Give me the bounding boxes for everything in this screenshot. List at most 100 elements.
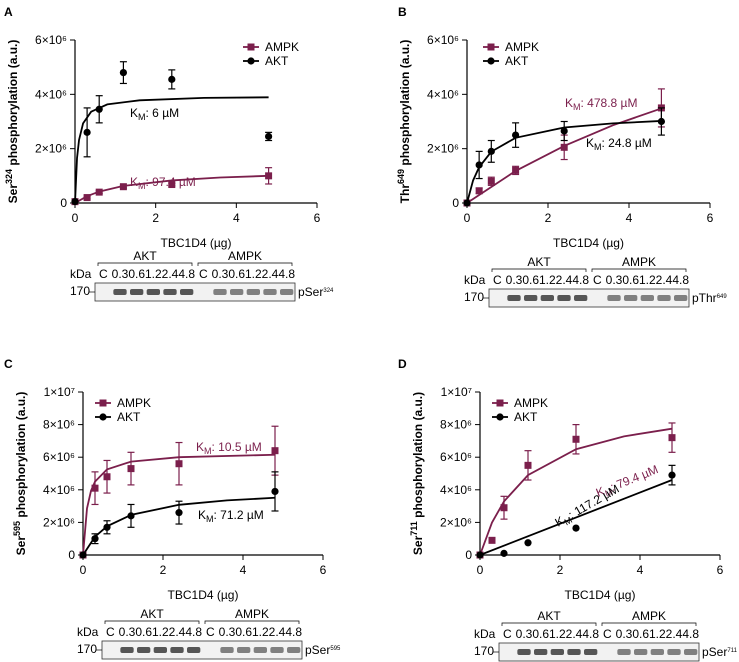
blot-band [163, 289, 177, 295]
blot-band [153, 647, 167, 653]
antibody-label: pSer711 [702, 645, 738, 659]
blot-band [557, 295, 571, 301]
y-tick-label: 0 [68, 548, 75, 562]
lane-label: 0.6 [135, 625, 152, 639]
y-tick-label: 1×10⁷ [44, 385, 75, 399]
y-label-text: phosphorylation (a.u.) [14, 392, 28, 521]
data-point [71, 198, 79, 206]
lane-label: 4.8 [572, 273, 589, 287]
data-point [271, 487, 279, 496]
group-bracket [104, 620, 200, 624]
lane-label: 0.3 [506, 273, 523, 287]
legend-label: AKT [265, 54, 289, 68]
x-tick-label: 4 [626, 211, 633, 225]
blot-band [584, 649, 598, 655]
antibody-sup: 711 [727, 648, 737, 654]
data-point [91, 484, 99, 492]
y-tick-label: 1×10⁷ [441, 385, 472, 399]
lane-label: 0.3 [516, 627, 533, 641]
blot-band [634, 649, 648, 655]
legend-marker [496, 413, 504, 421]
data-point [83, 128, 91, 136]
y-tick-label: 2×10⁶ [427, 142, 459, 156]
x-tick-label: 0 [80, 563, 87, 577]
fit-curve [479, 479, 673, 556]
lane-label: 0.6 [522, 273, 539, 287]
group-bracket [501, 622, 597, 626]
data-point [475, 187, 483, 195]
y-tick-label: 2×10⁶ [43, 515, 75, 529]
data-point [524, 539, 532, 547]
x-tick-label: 2 [545, 211, 552, 225]
km-value: : 478.8 µM [581, 96, 638, 110]
lane-label: 4.8 [582, 627, 599, 641]
lane-label: 4.8 [178, 267, 195, 281]
blot-band [574, 295, 588, 301]
km-k: K [198, 508, 206, 522]
x-tick-label: 0 [464, 211, 471, 225]
x-axis-label: TBC1D4 (µg) [553, 236, 624, 250]
lane-label: 0.3 [212, 267, 229, 281]
data-point [119, 69, 127, 77]
blot-band [237, 647, 251, 653]
x-tick-label: 4 [240, 563, 247, 577]
x-tick-label: 2 [152, 211, 159, 225]
km-label: KM: 24.8 µM [586, 136, 652, 152]
mw-marker: 170 [464, 290, 484, 304]
group-bracket [97, 262, 193, 266]
data-point [500, 504, 508, 512]
data-point [168, 75, 176, 83]
data-point [463, 199, 471, 207]
x-axis-label: TBC1D4 (µg) [565, 588, 636, 602]
km-sub: M [204, 446, 212, 456]
km-label: KM: 6 µM [130, 106, 179, 122]
blot-band [684, 649, 698, 655]
kda-label: kDa [70, 267, 92, 281]
data-point [95, 188, 103, 196]
data-point [103, 523, 111, 531]
y-label-text: Ser [14, 536, 28, 556]
lane-label: 4.8 [185, 625, 202, 639]
km-label: KM: 117.2 µM [553, 482, 623, 532]
lane-label: 1.2 [152, 625, 169, 639]
legend-marker [247, 57, 255, 65]
km-value: : 24.8 µM [602, 136, 652, 150]
x-axis-label: TBC1D4 (µg) [161, 236, 232, 250]
lane-label: C [99, 267, 108, 281]
y-tick-label: 6×10⁶ [35, 33, 67, 47]
y-tick-label: 4×10⁶ [440, 483, 472, 497]
antibody-label: pSer324 [298, 285, 334, 299]
data-point [511, 131, 520, 139]
data-point [271, 447, 279, 455]
data-point [572, 435, 580, 443]
lane-label: 0.6 [128, 267, 145, 281]
data-point [127, 512, 135, 520]
blot-band [540, 295, 554, 301]
blot-band [507, 295, 521, 301]
x-tick-label: 0 [477, 563, 484, 577]
kda-label: kDa [474, 627, 496, 641]
y-tick-label: 4×10⁶ [35, 87, 67, 101]
blot-band [280, 289, 294, 295]
legend-marker [99, 413, 107, 421]
data-point [127, 465, 135, 473]
blot-band [650, 649, 664, 655]
legend-marker [487, 43, 495, 51]
lane-label: 1.2 [252, 625, 269, 639]
km-k: K [130, 175, 138, 189]
group-label: AKT [133, 249, 157, 263]
lane-label: C [603, 627, 612, 641]
lane-label: 2.4 [666, 627, 683, 641]
blot-band [120, 647, 134, 653]
lane-label: 1.2 [245, 267, 262, 281]
antibody-name: pSer [305, 643, 330, 657]
blot-band [246, 289, 260, 295]
y-tick-label: 6×10⁶ [427, 33, 459, 47]
km-k: K [586, 136, 594, 150]
lane-label: C [199, 267, 208, 281]
y-axis-label: Ser324 phosphorylation (a.u.) [4, 40, 20, 204]
km-value: : 71.2 µM [214, 508, 264, 522]
lane-label: 0.3 [219, 625, 236, 639]
lane-label: C [593, 273, 602, 287]
km-k: K [196, 440, 204, 454]
